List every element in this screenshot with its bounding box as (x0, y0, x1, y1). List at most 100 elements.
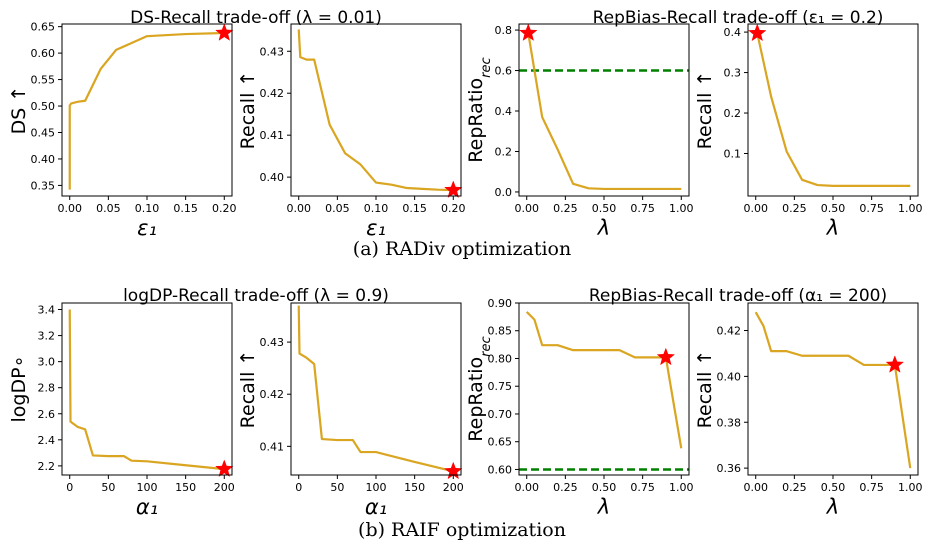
x-tick-label: 100 (366, 481, 387, 494)
y-tick-label: 3.0 (38, 356, 56, 369)
highlight-star (748, 23, 767, 42)
x-tick-label: 50 (330, 481, 344, 494)
x-tick-label: 0.25 (782, 481, 807, 494)
y-tick-label: 0.75 (488, 380, 513, 393)
y-tick-label: 3.2 (38, 330, 56, 343)
y-tick-label: 0.4 (495, 105, 513, 118)
y-tick-label: 0.36 (717, 462, 742, 475)
x-tick-label: 1.00 (898, 481, 923, 494)
caption-b: (b) RAIF optimization (358, 519, 566, 541)
y-tick-label: 0.50 (31, 100, 56, 113)
axes-frame (61, 302, 233, 476)
y-axis-label: logDP∘ (8, 356, 30, 423)
highlight-star (656, 347, 676, 366)
title-logdp-recall: logDP-Recall trade-off (λ = 0.9) (123, 286, 389, 306)
y-tick-label: 0.42 (717, 325, 742, 338)
x-tick-label: 0.05 (96, 202, 121, 215)
panel-2: 0.00 0.05 0.10 0.15 0.20 0.40 0.41 0.42 0.43 ε₁ Re… (237, 23, 466, 240)
series-line (754, 311, 912, 469)
x-tick-label: 200 (214, 481, 235, 494)
y-tick-label: 0.40 (31, 153, 56, 166)
y-tick-label: 0.3 (724, 67, 742, 80)
axes-frame (747, 302, 919, 476)
x-tick-label: 0.00 (743, 202, 768, 215)
panel-4: 0.00 0.25 0.50 0.75 1.00 0.1 0.2 0.3 0.4 λ Recall … (694, 23, 923, 240)
axes-frame (61, 23, 233, 197)
x-tick-label: 0.10 (364, 202, 389, 215)
x-tick-label: 0.25 (553, 202, 578, 215)
panel-5: 0 50 100 150 200 2.2 2.4 2.6 2.8 3.0 3.2 3.4 α₁ logDP… (8, 302, 235, 519)
x-tick-label: 0 (295, 481, 302, 494)
y-axis-label: Recall ↑ (694, 350, 716, 429)
y-tick-label: 2.4 (38, 434, 56, 447)
caption-a: (a) RADiv optimization (353, 238, 571, 260)
x-tick-label: 0.15 (402, 202, 427, 215)
axes-frame (518, 302, 690, 476)
y-tick-label: 3.4 (38, 304, 56, 317)
panel-7: 0.00 0.25 0.50 0.75 1.00 0.60 0.65 0.70 0.75 0.80… (465, 297, 694, 519)
y-tick-label: 0.70 (488, 408, 513, 421)
x-tick-label: 0.75 (630, 202, 655, 215)
series-line (297, 305, 454, 473)
x-tick-label: 0.00 (286, 202, 311, 215)
series-line (68, 31, 225, 190)
y-tick-label: 0.55 (31, 74, 56, 87)
x-tick-label: 0.50 (821, 202, 846, 215)
y-tick-label: 0.85 (488, 325, 513, 338)
x-axis-label: λ (826, 216, 839, 240)
x-tick-label: 100 (137, 481, 158, 494)
y-tick-label: 0.35 (31, 179, 56, 192)
x-axis-label: λ (826, 495, 839, 519)
panel-3: 0.00 0.25 0.50 0.75 1.00 0.0 0.2 0.4 0.6 0.8 λ RepR… (465, 23, 694, 240)
x-tick-label: 0.75 (630, 481, 655, 494)
x-tick-label: 0.50 (592, 202, 617, 215)
y-tick-label: 0.60 (488, 463, 513, 476)
title-repbias-recall-a: RepBias-Recall trade-off (ε₁ = 0.2) (593, 8, 884, 28)
y-tick-label: 0.0 (495, 186, 513, 199)
x-axis-label: α₁ (365, 495, 387, 519)
x-tick-label: 200 (443, 481, 464, 494)
x-tick-label: 0.00 (743, 481, 768, 494)
x-axis-label: ε₁ (366, 216, 386, 240)
x-tick-label: 0.75 (859, 481, 884, 494)
x-tick-label: 0.25 (553, 481, 578, 494)
x-axis-label: ε₁ (137, 216, 157, 240)
y-tick-label: 0.80 (488, 352, 513, 365)
x-tick-label: 0.20 (212, 202, 237, 215)
x-tick-label: 0 (66, 481, 73, 494)
y-tick-label: 0.1 (724, 148, 742, 161)
y-tick-label: 0.38 (717, 416, 742, 429)
y-tick-label: 0.90 (488, 297, 513, 310)
axes-frame (290, 23, 462, 197)
y-tick-label: 0.45 (31, 126, 56, 139)
y-axis-label: Recall ↑ (237, 350, 259, 429)
highlight-star (885, 355, 905, 373)
x-tick-label: 0.00 (57, 202, 82, 215)
title-ds-recall: DS-Recall trade-off (λ = 0.01) (130, 8, 382, 28)
y-tick-label: 0.2 (724, 107, 742, 120)
x-tick-label: 1.00 (669, 202, 694, 215)
x-tick-label: 0.00 (514, 481, 539, 494)
x-tick-label: 0.00 (514, 202, 539, 215)
y-tick-label: 0.43 (260, 336, 285, 349)
y-tick-label: 0.65 (488, 436, 513, 449)
x-axis-label: α₁ (136, 495, 158, 519)
x-tick-label: 0.25 (782, 202, 807, 215)
y-tick-label: 0.6 (495, 65, 513, 78)
x-axis-label: λ (597, 495, 610, 519)
x-tick-label: 50 (101, 481, 115, 494)
highlight-star (215, 459, 234, 477)
x-tick-label: 0.10 (135, 202, 160, 215)
y-tick-label: 0.65 (31, 21, 56, 34)
series-line (525, 311, 683, 449)
y-axis-label: Recall ↑ (694, 71, 716, 150)
x-tick-label: 150 (404, 481, 425, 494)
series-line (756, 33, 911, 187)
axes-frame (747, 23, 919, 197)
series-line (297, 29, 454, 192)
y-tick-label: 0.2 (495, 145, 513, 158)
title-repbias-recall-b: RepBias-Recall trade-off (α₁ = 200) (589, 286, 887, 306)
x-tick-label: 0.05 (325, 202, 350, 215)
series-line (68, 309, 225, 471)
